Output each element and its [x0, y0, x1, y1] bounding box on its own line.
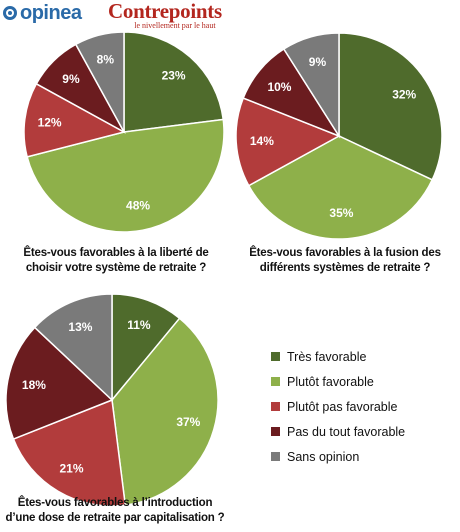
legend-swatch — [271, 452, 280, 461]
legend-item-tres-favorable: Très favorable — [271, 348, 405, 365]
pie-1-label-plutot-pas-favorable: 12% — [38, 116, 62, 130]
legend-label: Plutôt pas favorable — [287, 399, 398, 414]
contrepoints-logo-text: Contrepoints — [108, 0, 222, 23]
pie-2-slice-plutot-pas-favorable — [235, 97, 341, 187]
pie-1-label-plutot-favorable: 48% — [126, 199, 150, 213]
pie-3-slice-pas-du-tout-favorable — [5, 326, 114, 440]
pie-3-slice-sans-opinion — [33, 293, 113, 402]
legend-label: Plutôt favorable — [287, 374, 374, 389]
legend-label: Pas du tout favorable — [287, 424, 406, 439]
legend-swatch — [271, 402, 280, 411]
pie-3-label-pas-du-tout-favorable: 18% — [22, 378, 46, 392]
question-2: Êtes-vous favorables à la fusion des dif… — [229, 246, 460, 276]
legend-item-plutot-favorable: Plutôt favorable — [271, 373, 405, 390]
legend-swatch — [271, 377, 280, 386]
opinea-logo-text: opinea — [20, 1, 82, 24]
pie-1-label-tres-favorable: 23% — [162, 69, 186, 83]
legend-item-plutot-pas-favorable: Plutôt pas favorable — [271, 398, 405, 415]
pie-2-label-tres-favorable: 32% — [392, 88, 416, 102]
pie-1-slice-sans-opinion — [74, 31, 125, 133]
opinea-mark-icon — [3, 6, 17, 20]
pie-3-slice-plutot-favorable — [111, 317, 219, 507]
pie-chart-2: 32% 35% 14% 10% 9% — [235, 32, 443, 240]
question-1-line-2: choisir votre système de retraite ? — [25, 262, 207, 274]
pie-3-label-plutot-pas-favorable: 21% — [60, 461, 84, 475]
legend-swatch — [271, 352, 280, 361]
pie-2-slice-tres-favorable — [338, 32, 443, 181]
question-3-line-2: d’une dose de retraite par capitalisatio… — [5, 512, 225, 524]
pie-chart-3: 11% 37% 21% 18% 13% — [5, 293, 219, 507]
pie-2-label-sans-opinion: 9% — [309, 55, 327, 69]
pie-3-label-sans-opinion: 13% — [68, 320, 92, 334]
legend-item-pas-du-tout-favorable: Pas du tout favorable — [271, 423, 405, 440]
pie-2-label-pas-du-tout-favorable: 10% — [267, 80, 291, 94]
legend-item-sans-opinion: Sans opinion — [271, 448, 405, 465]
question-3-line-1: Êtes-vous favorables à l’introduction — [17, 497, 213, 509]
pie-2-slice-plutot-favorable — [247, 135, 434, 240]
contrepoints-logo: Contrepoints le nivellement par le haut — [108, 0, 222, 31]
question-3: Êtes-vous favorables à l’introduction d’… — [0, 496, 230, 526]
question-2-line-1: Êtes-vous favorables à la fusion des — [249, 247, 441, 259]
pie-2-slice-sans-opinion — [282, 32, 340, 139]
pie-1-label-sans-opinion: 8% — [97, 52, 115, 66]
pie-chart-1: 23% 48% 12% 9% 8% — [23, 31, 225, 233]
pie-2-label-plutot-pas-favorable: 14% — [250, 134, 274, 148]
contrepoints-tagline: le nivellement par le haut — [134, 21, 216, 30]
pie-1-label-pas-du-tout-favorable: 9% — [62, 72, 80, 86]
pie-3-label-tres-favorable: 11% — [127, 318, 151, 332]
question-1: Êtes-vous favorables à la liberté de cho… — [0, 246, 232, 276]
pie-1-slice-plutot-favorable — [26, 118, 225, 233]
legend-swatch — [271, 427, 280, 436]
pie-3-label-plutot-favorable: 37% — [176, 415, 200, 429]
legend-label: Sans opinion — [287, 449, 360, 464]
legend-label: Très favorable — [287, 349, 367, 364]
pie-3-slice-plutot-pas-favorable — [12, 398, 127, 507]
pie-1-slice-plutot-pas-favorable — [23, 82, 127, 158]
question-1-line-1: Êtes-vous favorables à la liberté de — [23, 247, 209, 259]
question-2-line-2: différents systèmes de retraite ? — [259, 262, 431, 274]
legend: Très favorable Plutôt favorable Plutôt p… — [271, 348, 405, 473]
opinea-logo: opinea — [3, 1, 82, 24]
pie-1-slice-tres-favorable — [123, 31, 225, 133]
pie-3-slice-tres-favorable — [111, 293, 181, 403]
pie-2-label-plutot-favorable: 35% — [329, 206, 353, 220]
